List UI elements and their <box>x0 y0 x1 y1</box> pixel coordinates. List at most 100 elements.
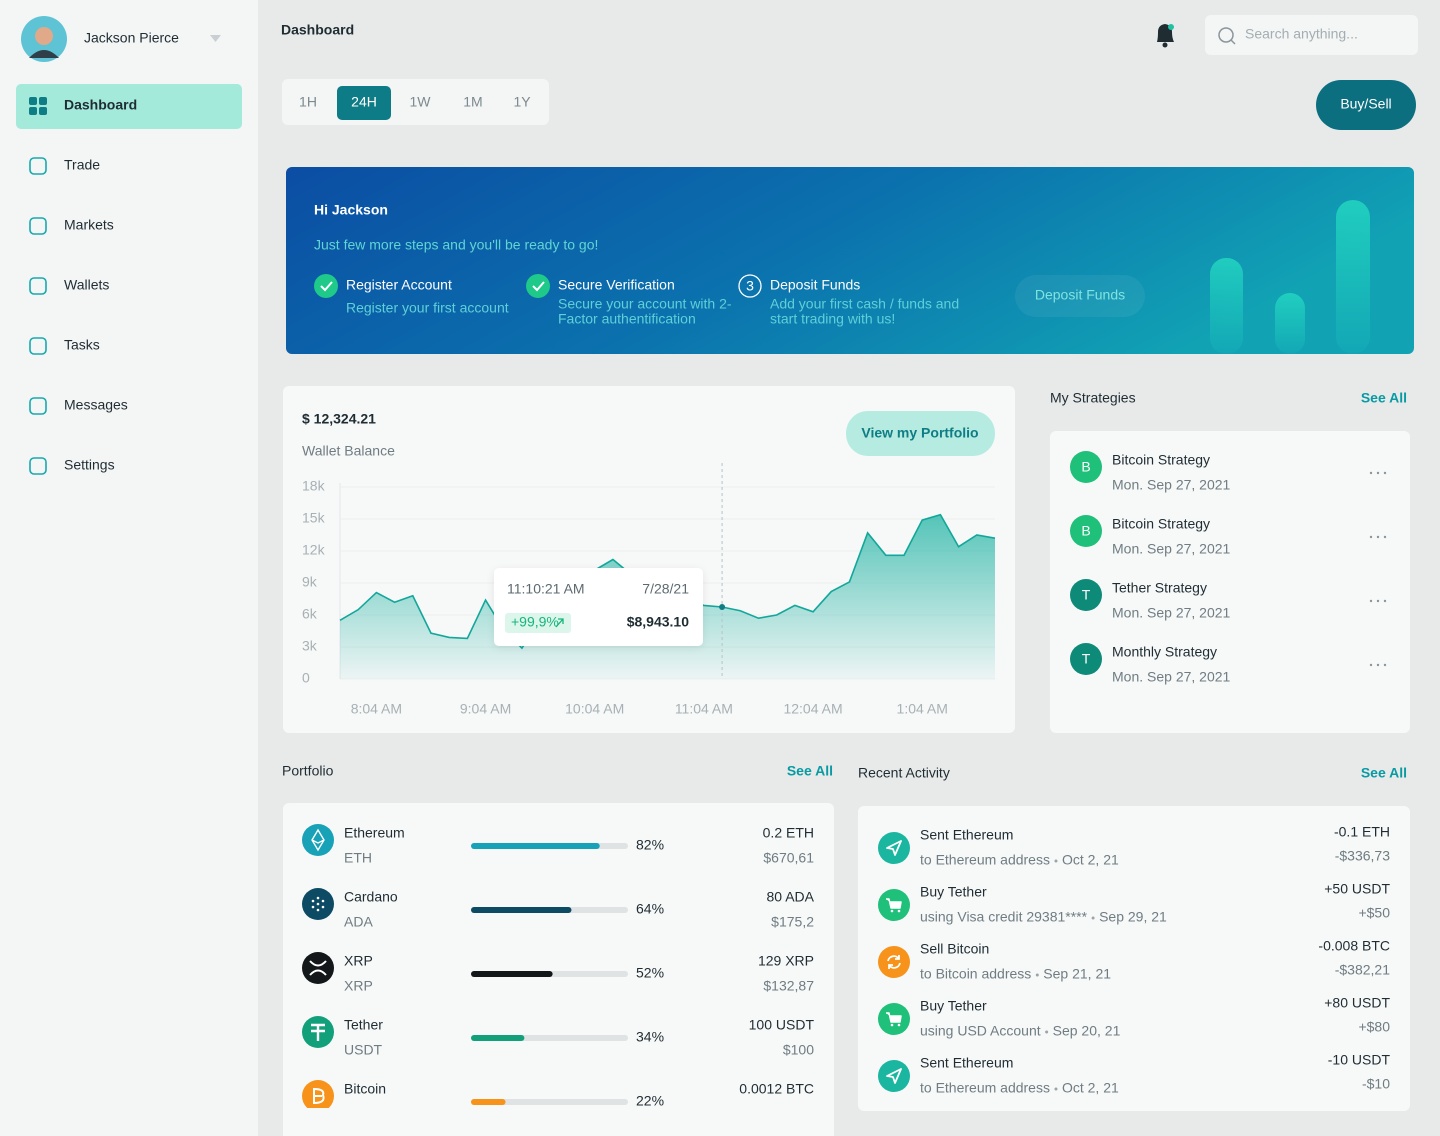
more-dot[interactable] <box>1383 471 1387 475</box>
activity-title[interactable]: Sell Bitcoin <box>920 941 989 957</box>
coin-glyph <box>309 960 327 976</box>
nav-icon <box>29 337 47 355</box>
coin-symbol: ADA <box>344 914 373 930</box>
see-all[interactable]: See All <box>787 763 833 779</box>
page-title: Dashboard <box>281 22 354 38</box>
coin-glyph <box>311 1023 325 1041</box>
nav-label[interactable]: Markets <box>64 217 114 233</box>
strategy-name[interactable]: Tether Strategy <box>1112 580 1207 596</box>
timeframe-option[interactable]: 1W <box>410 94 432 110</box>
portfolio-button-label[interactable]: View my Portfolio <box>861 425 978 441</box>
coin-name[interactable]: Ethereum <box>344 825 405 841</box>
coin-glyph <box>311 828 325 852</box>
progress-bar <box>471 1099 506 1105</box>
y-tick-label: 0 <box>302 670 310 686</box>
separator-dot <box>1054 859 1058 863</box>
step-check-mark <box>532 281 545 292</box>
steps: Register Account Register your first acco… <box>314 274 959 327</box>
x-tick-label: 10:04 AM <box>565 701 624 717</box>
activity-card <box>858 806 1410 1111</box>
activity-title[interactable]: Buy Tether <box>920 998 987 1014</box>
portfolio-list: Ethereum ETH 82% 0.2 ETH $670,61 Cardano ADA 64… <box>302 824 815 1108</box>
timeframe-option[interactable]: 1M <box>463 94 482 110</box>
nav-label[interactable]: Wallets <box>64 277 109 293</box>
more-dot[interactable] <box>1369 471 1373 475</box>
strategy-name[interactable]: Bitcoin Strategy <box>1112 516 1210 532</box>
user-name[interactable]: Jackson Pierce <box>84 30 179 46</box>
search-icon <box>1218 27 1234 43</box>
nav-icon <box>39 107 47 115</box>
more-dot[interactable] <box>1383 599 1387 603</box>
activity-detail: to Ethereum address <box>920 852 1050 868</box>
banner-decor <box>1210 258 1243 354</box>
more-dot[interactable] <box>1369 599 1373 603</box>
coin-name[interactable]: XRP <box>344 953 373 969</box>
activity-glyph <box>886 1068 902 1084</box>
timeframe-option[interactable]: 1Y <box>513 94 531 110</box>
step-title: Deposit Funds <box>770 277 860 293</box>
strategy-date: Mon. Sep 27, 2021 <box>1112 605 1231 621</box>
coin-amount: 0.0012 BTC <box>739 1081 814 1097</box>
coin-symbol: USDT <box>344 1042 383 1058</box>
nav-label[interactable]: Tasks <box>64 337 100 353</box>
activity-icon <box>878 832 910 864</box>
activity-glyph <box>887 955 901 969</box>
more-dot[interactable] <box>1376 535 1380 539</box>
nav-label[interactable]: Dashboard <box>64 97 137 113</box>
search-placeholder: Search anything... <box>1245 26 1358 42</box>
more-dot[interactable] <box>1383 663 1387 667</box>
activity-title[interactable]: Sent Ethereum <box>920 827 1013 843</box>
percent-label: 52% <box>636 965 664 981</box>
coin-symbol: ETH <box>344 850 372 866</box>
tooltip-date: 7/28/21 <box>642 581 689 597</box>
coin-name[interactable]: Tether <box>344 1017 383 1033</box>
buy-sell-button[interactable] <box>1316 80 1416 130</box>
deposit-button[interactable] <box>1015 275 1145 317</box>
progress-bar <box>471 907 572 913</box>
coin-name[interactable]: Cardano <box>344 889 398 905</box>
more-dot[interactable] <box>1376 471 1380 475</box>
strategy-name[interactable]: Bitcoin Strategy <box>1112 452 1210 468</box>
portfolio-button[interactable] <box>846 411 995 456</box>
deposit-button-label[interactable]: Deposit Funds <box>1035 287 1125 303</box>
activity-amount: +50 USDT <box>1324 881 1390 897</box>
step-desc: Add your first cash / funds and <box>770 296 959 312</box>
more-dot[interactable] <box>1369 535 1373 539</box>
search-box[interactable] <box>1205 15 1418 55</box>
bell[interactable] <box>1157 24 1174 48</box>
activity-list: Sent Ethereum to Ethereum address Oct 2, 2… <box>878 824 1390 1096</box>
activity-title[interactable]: Sent Ethereum <box>920 1055 1013 1071</box>
see-all[interactable]: See All <box>1361 390 1407 406</box>
more-dot[interactable] <box>1383 535 1387 539</box>
nav-label[interactable]: Trade <box>64 157 100 173</box>
y-tick-label: 9k <box>302 574 318 590</box>
nav-icon <box>29 457 47 475</box>
timeframe-option[interactable]: 24H <box>351 94 377 110</box>
strategy-name[interactable]: Monthly Strategy <box>1112 644 1217 660</box>
step-check <box>526 274 550 298</box>
percent-label: 82% <box>636 837 664 853</box>
more-dot[interactable] <box>1369 663 1373 667</box>
nav-label[interactable]: Settings <box>64 457 115 473</box>
strategy-initial: T <box>1082 651 1091 667</box>
timeframe-option[interactable]: 1H <box>299 94 317 110</box>
coin-glyph <box>313 1088 325 1104</box>
activity-amount: -0.1 ETH <box>1334 824 1390 840</box>
activity-glyph <box>886 840 902 856</box>
dropdown-caret[interactable] <box>210 35 221 42</box>
step-desc: Factor authentification <box>558 311 696 327</box>
activity-title[interactable]: Buy Tether <box>920 884 987 900</box>
buy-sell-label[interactable]: Buy/Sell <box>1340 96 1391 112</box>
nav-icon <box>29 97 37 105</box>
timeframe-active[interactable] <box>337 86 391 120</box>
y-tick-label: 12k <box>302 542 326 558</box>
nav-label[interactable]: Messages <box>64 397 128 413</box>
more-dot[interactable] <box>1376 599 1380 603</box>
see-all[interactable]: See All <box>1361 765 1407 781</box>
section-title: My Strategies <box>1050 390 1136 406</box>
more-dot[interactable] <box>1376 663 1380 667</box>
nav: Dashboard Trade Markets Wallets Tasks Message… <box>16 84 242 475</box>
coin-name[interactable]: Bitcoin <box>344 1081 386 1097</box>
coin-glyph <box>311 905 315 909</box>
portfolio-card <box>283 803 834 1136</box>
